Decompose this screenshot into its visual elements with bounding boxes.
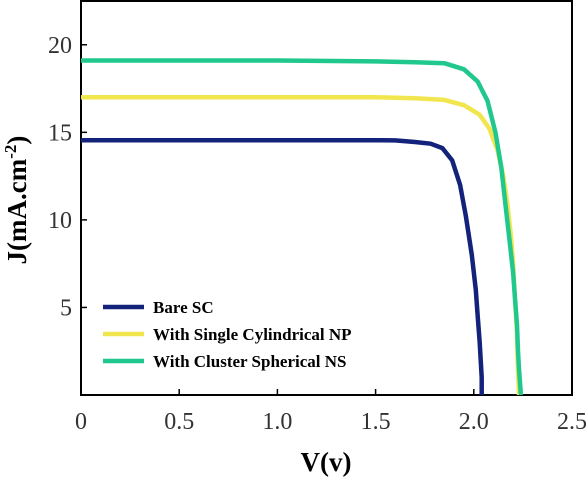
y-tick-label: 20 (48, 33, 72, 59)
x-axis-ticks: 0 0.5 1.0 1.5 2.0 2.5 (75, 389, 586, 435)
x-tick-label: 1.0 (262, 409, 292, 435)
x-axis-title: V(v) (301, 447, 352, 477)
y-axis-title-superscript: -2 (1, 145, 20, 159)
y-tick-label: 5 (60, 295, 72, 321)
legend-label: With Single Cylindrical NP (153, 325, 352, 344)
x-tick-label: 1.5 (361, 409, 391, 435)
plot-frame (80, 0, 573, 396)
x-tick-label: 2.0 (459, 409, 489, 435)
legend-label: Bare SC (153, 298, 214, 317)
y-axis-ticks: 5 10 15 20 (48, 33, 87, 321)
x-tick-label: 0 (75, 409, 87, 435)
x-tick-label: 0.5 (164, 409, 194, 435)
series-line-1 (81, 137, 484, 395)
legend: Bare SC With Single Cylindrical NP With Cl… (103, 298, 352, 371)
series-lines (81, 58, 524, 396)
y-axis-title: J(mA.cm-2) (1, 136, 32, 265)
x-tick-label: 2.5 (557, 409, 586, 435)
series-line-3 (81, 58, 524, 396)
legend-label: With Cluster Spherical NS (153, 352, 346, 371)
y-tick-label: 15 (48, 120, 72, 146)
y-tick-label: 10 (48, 208, 72, 234)
